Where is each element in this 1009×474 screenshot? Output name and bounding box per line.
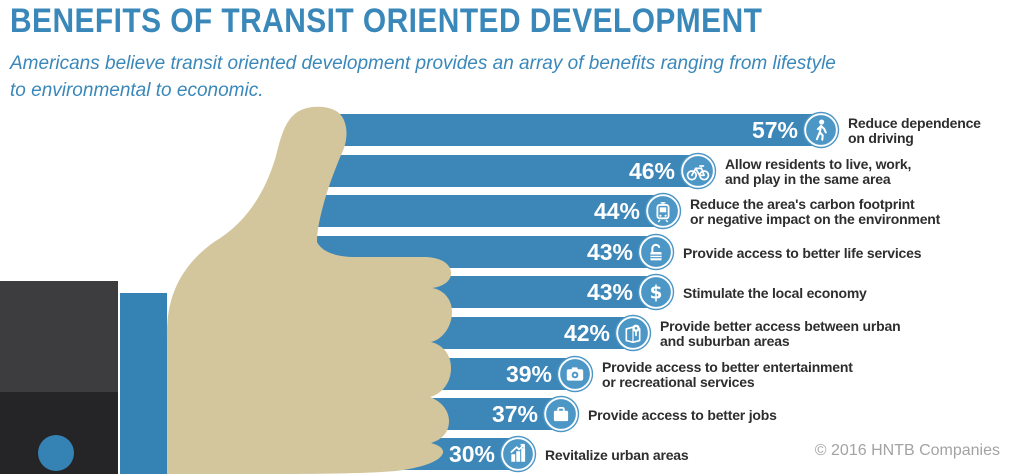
benefit-label-line: or recreational services [602, 374, 755, 390]
benefit-label: Provide access to better jobs [588, 406, 777, 423]
percent-label: 37% [491, 401, 538, 427]
percent-label: 42% [563, 320, 610, 346]
benefit-label-line: or negative impact on the environment [690, 211, 941, 227]
pedestrian-icon [802, 111, 840, 149]
benefit-label-line: Provide access to better entertainment [602, 359, 853, 375]
briefcase-icon [542, 395, 580, 433]
benefit-label-line: and suburban areas [660, 333, 790, 349]
benefit-label-line: Provide better access between urban [660, 318, 901, 334]
benefit-label-line: Provide access to better jobs [588, 406, 777, 423]
percent-label: 30% [448, 441, 495, 467]
benefit-label: Reduce dependence on driving [848, 116, 981, 146]
svg-text:$: $ [650, 282, 663, 303]
benefit-label: Stimulate the local economy [683, 284, 867, 301]
bicycle-icon [679, 152, 717, 190]
benefit-label: Provide access to better life services [683, 244, 922, 261]
percent-label: 43% [586, 239, 633, 265]
suit-sleeve [0, 392, 118, 474]
percent-label: 43% [586, 279, 633, 305]
benefit-label-line: on driving [848, 130, 914, 146]
benefit-label-line: Provide access to better life services [683, 244, 922, 261]
benefit-label: Provide better access between urban and s… [660, 318, 901, 349]
urban-growth-icon [499, 435, 537, 473]
benefit-label-line: Revitalize urban areas [545, 446, 689, 463]
percent-label: 46% [628, 158, 675, 184]
copyright-text: © 2016 HNTB Companies [814, 442, 1000, 459]
benefit-label: Revitalize urban areas [545, 446, 689, 463]
page-title: BENEFITS OF TRANSIT ORIENTED DEVELOPMENT [10, 2, 763, 40]
percent-label: 44% [593, 198, 640, 224]
benefit-label-line: and play in the same area [725, 171, 891, 187]
suit-sleeve [0, 281, 118, 392]
benefit-label-line: Reduce dependence [848, 115, 981, 131]
map-pin-icon [614, 314, 652, 352]
benefit-label-line: Allow residents to live, work, [725, 156, 912, 172]
benefit-label: Reduce the area's carbon footprint or neg… [690, 197, 940, 227]
benefit-label: Allow residents to live, work, and play i… [725, 157, 911, 187]
page-subtitle-line-1: Americans believe transit oriented devel… [10, 53, 836, 74]
percent-label: 39% [505, 361, 552, 387]
percent-label: 57% [751, 117, 798, 143]
benefit-label: Provide access to better entertainment or… [602, 360, 853, 390]
camera-icon [556, 355, 594, 393]
dollar-icon: $ [637, 273, 675, 311]
benefit-label-line: Reduce the area's carbon footprint [690, 196, 915, 212]
shirt-cuff [120, 293, 167, 474]
open-lock-icon [637, 233, 675, 271]
cuff-button [38, 435, 74, 471]
benefit-label-line: Stimulate the local economy [683, 284, 867, 301]
page-subtitle: Americans believe transit oriented devel… [10, 50, 836, 104]
tram-icon [644, 192, 682, 230]
page-subtitle-line-2: to environmental to economic. [10, 80, 264, 101]
